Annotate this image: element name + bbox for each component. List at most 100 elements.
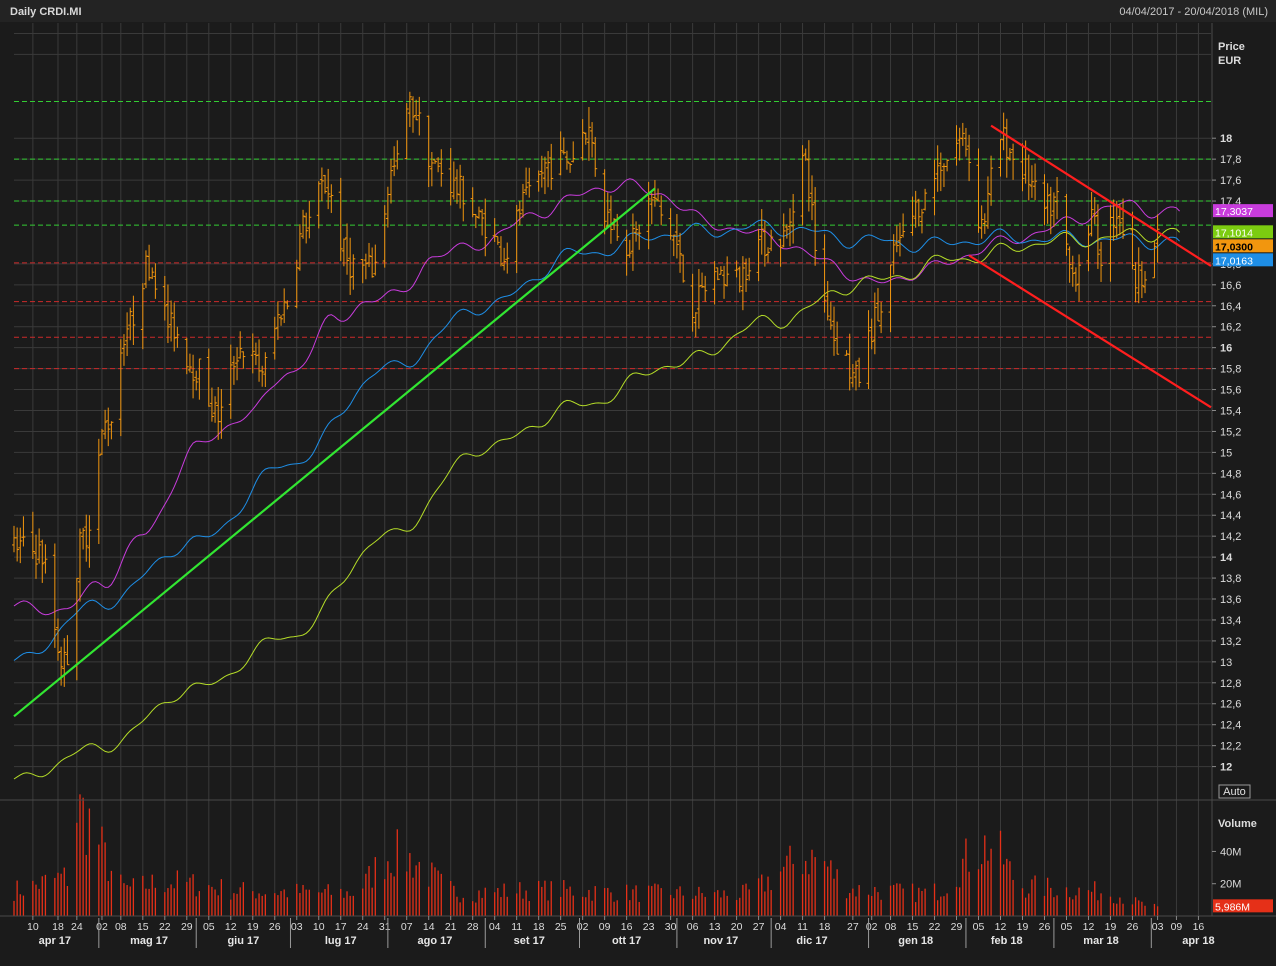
price-bar xyxy=(197,358,202,400)
price-bar xyxy=(55,618,60,661)
price-bar xyxy=(561,137,566,155)
price-bar xyxy=(788,208,793,247)
price-bar xyxy=(1045,183,1050,224)
price-bar xyxy=(99,428,104,456)
price-bar xyxy=(1004,118,1009,178)
price-bar xyxy=(568,162,573,173)
value-tag: 17,3037 xyxy=(1213,204,1273,218)
price-bar xyxy=(235,347,240,381)
price-bar xyxy=(932,159,937,216)
price-tick-label: 15,8 xyxy=(1220,364,1241,376)
price-bar xyxy=(461,175,466,222)
date-tick-label: 02 xyxy=(866,921,878,933)
price-bar xyxy=(319,167,324,202)
price-bar xyxy=(125,312,130,357)
header-bar xyxy=(0,0,1276,22)
date-tick-label: 20 xyxy=(731,921,743,933)
date-tick-label: 28 xyxy=(467,921,479,933)
price-tick-label: 16,6 xyxy=(1220,280,1241,292)
price-bar xyxy=(847,333,852,391)
date-tick-label: 08 xyxy=(885,921,897,933)
price-bar xyxy=(913,190,918,228)
price-bar xyxy=(389,159,394,204)
date-tick-label: 21 xyxy=(445,921,457,933)
price-bar xyxy=(411,96,415,133)
price-tick-label: 12,6 xyxy=(1220,699,1241,711)
auto-scale-button[interactable]: Auto xyxy=(1218,784,1251,799)
price-bar xyxy=(1026,154,1031,201)
price-bar xyxy=(128,307,133,341)
price-bar xyxy=(505,242,510,274)
price-bar xyxy=(520,183,525,218)
price-bar xyxy=(439,149,444,187)
price-bar xyxy=(206,348,211,407)
price-bar xyxy=(30,511,35,559)
price-bar xyxy=(351,254,356,290)
date-axis: 10 18 24 02 08 15 22 29 05 12 19 26 03 10 17 24 31 07 14 21… xyxy=(27,916,1215,948)
date-tick-label: 10 xyxy=(313,921,325,933)
price-bar xyxy=(960,122,965,146)
price-bar xyxy=(693,312,698,338)
price-bar xyxy=(18,527,23,564)
price-bar xyxy=(432,159,437,165)
date-tick-label: 02 xyxy=(577,921,589,933)
month-label: set 17 xyxy=(514,935,545,947)
price-tick-label: 13,8 xyxy=(1220,573,1241,585)
price-bar xyxy=(238,331,243,359)
price-bar xyxy=(740,256,745,311)
date-tick-label: 19 xyxy=(247,921,259,933)
price-bar xyxy=(451,161,456,200)
price-bar xyxy=(744,258,749,293)
month-label: nov 17 xyxy=(703,935,738,947)
price-bar xyxy=(590,122,595,158)
date-tick-label: 10 xyxy=(27,921,39,933)
date-tick-label: 04 xyxy=(775,921,787,933)
price-bar xyxy=(360,259,365,284)
price-bar xyxy=(219,388,224,439)
month-label: ago 17 xyxy=(418,935,453,947)
value-tag-label: 17,3037 xyxy=(1215,206,1253,218)
price-bar xyxy=(879,301,884,334)
price-tick-label: 13,4 xyxy=(1220,615,1241,627)
date-tick-label: 16 xyxy=(621,921,633,933)
price-bar xyxy=(668,208,673,240)
price-bar xyxy=(338,177,343,262)
volume-axis-label: Volume xyxy=(1218,818,1257,830)
price-bar xyxy=(938,152,943,192)
price-bar xyxy=(191,354,196,399)
date-tick-label: 04 xyxy=(489,921,501,933)
price-tick-label: 13,2 xyxy=(1220,636,1241,648)
price-bar xyxy=(275,301,280,340)
price-bar xyxy=(822,234,827,313)
price-bar xyxy=(495,236,500,245)
price-bar xyxy=(150,267,155,280)
price-bar xyxy=(1130,211,1135,270)
date-tick-label: 08 xyxy=(115,921,127,933)
price-bar xyxy=(272,316,277,360)
price-tick-label: 14,2 xyxy=(1220,531,1241,543)
price-bar xyxy=(894,225,899,253)
price-bar xyxy=(571,141,576,163)
price-bar xyxy=(608,195,613,244)
price-tick-label: 16 xyxy=(1220,343,1232,355)
price-bar xyxy=(539,155,544,188)
date-tick-label: 14 xyxy=(423,921,435,933)
price-bar xyxy=(989,155,994,206)
date-tick-label: 09 xyxy=(599,921,611,933)
date-tick-label: 22 xyxy=(159,921,171,933)
price-bar xyxy=(778,238,783,267)
price-bar xyxy=(602,169,607,235)
price-bar xyxy=(1011,143,1016,180)
price-bar xyxy=(162,275,167,321)
trendlines xyxy=(13,124,1212,718)
date-tick-label: 29 xyxy=(181,921,193,933)
price-bar xyxy=(65,635,70,666)
price-bar xyxy=(866,310,871,389)
price-bar xyxy=(1114,201,1119,239)
date-range: 04/04/2017 - 20/04/2018 (MIL) xyxy=(1119,6,1268,18)
chart-title: Daily CRDI.MI xyxy=(10,6,82,18)
price-bar xyxy=(954,125,959,166)
price-bar xyxy=(722,265,727,299)
